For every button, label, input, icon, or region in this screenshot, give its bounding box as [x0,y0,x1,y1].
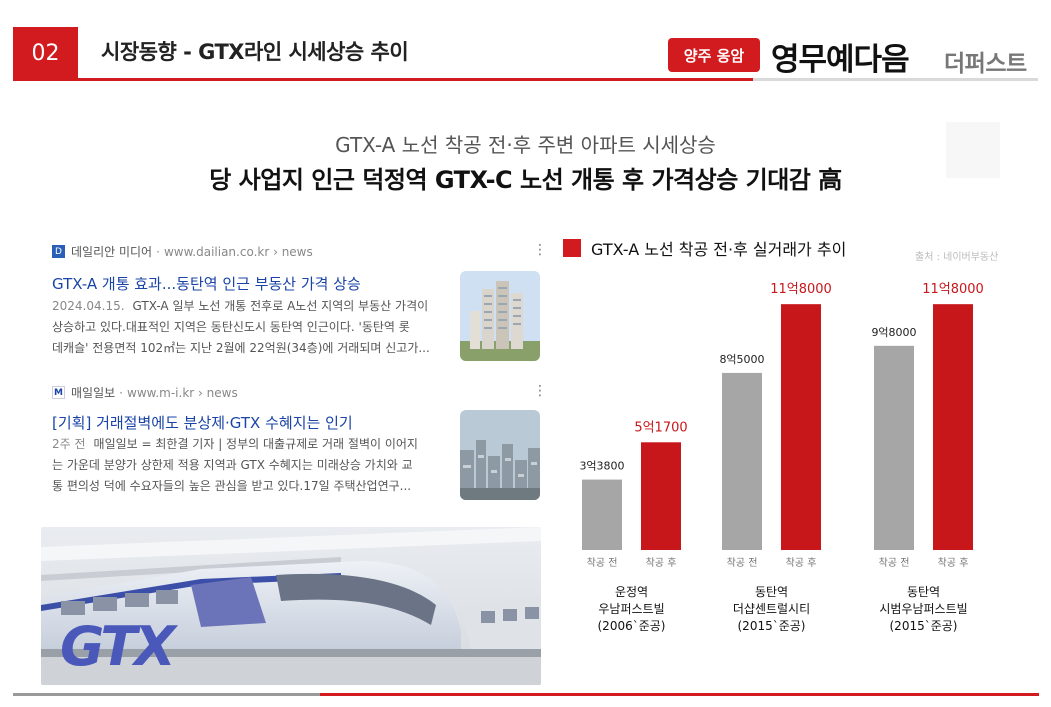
group-label-station: 동탄역 [907,585,940,599]
more-options-icon[interactable]: ⋮ [533,383,547,399]
section-title: 시장동향 - GTX라인 시세상승 추이 [101,40,409,64]
group-label-year: (2015`준공) [890,619,958,633]
news-snippet: 2주 전 매일일보 = 최한결 기자 | 정부의 대출규제로 거래 절벽이 이어지… [52,434,452,497]
source-note: 출처 : 네이버부동산 [915,252,999,263]
group-label-year: (2006`준공) [598,619,666,633]
value-label-before: 9억8000 [871,326,916,339]
snippet-line: 통 편의성 덕에 수요자들의 높은 관심을 받고 있다.17일 주택산업연구..… [52,479,412,493]
value-label-after: 11억8000 [922,282,984,297]
bar-after [933,304,973,550]
news-source: D 데일리안 미디어 · www.dailian.co.kr › news [52,243,313,260]
snippet-line: GTX-A 일부 노선 개통 전후로 A노선 지역의 부동산 가격이 [132,299,429,313]
snippet-line: 데캐슬' 전용면적 102㎡는 지난 2월에 22억원(34층)에 거래되며 신… [52,341,430,355]
news-thumbnail-apartments[interactable] [460,271,540,361]
value-label-after: 5억1700 [634,420,687,435]
bar-after [781,304,821,550]
legend-label: GTX-A 노선 착공 전·후 실거래가 추이 [591,240,847,259]
tick-label-after: 착공 후 [786,557,817,569]
group-label-station: 운정역 [615,585,648,599]
source-name: 데일리안 미디어 [71,245,153,259]
tick-label-before: 착공 전 [879,557,910,569]
snippet-line: 매일일보 = 최한결 기자 | 정부의 대출규제로 거래 절벽이 이어지 [93,437,418,451]
header-divider [13,78,1038,81]
value-label-after: 11억8000 [770,282,832,297]
tick-label-after: 착공 후 [646,557,677,569]
headline-title: 당 사업지 인근 덕정역 GTX-C 노선 개통 후 가격상승 기대감 高 [209,166,842,194]
news-source: M 매일일보 · www.m-i.kr › news [52,384,238,401]
gtx-logo: GTX [60,615,176,678]
decorative-box [946,122,1000,178]
value-label-before: 3억3800 [579,460,624,473]
bar-before [874,345,914,550]
brand-subname: 더퍼스트 [944,51,1027,77]
snippet-line: 상승하고 있다.대표적인 지역은 동탄신도시 동탄역 인근이다. '동탄역 롯 [52,320,410,334]
group-label-station: 동탄역 [755,585,788,599]
news-date: 2024.04.15. [52,299,125,313]
bar-before [582,479,622,550]
legend-swatch [563,239,581,257]
news-card[interactable]: D 데일리안 미디어 · www.dailian.co.kr › news ⋮ … [40,240,550,370]
bar-after [641,442,681,550]
footer-divider [13,693,1039,696]
tick-label-after: 착공 후 [938,557,969,569]
group-label-complex: 우남퍼스트빌 [598,602,664,616]
snippet-line: 는 가운데 분양가 상한제 적용 지역과 GTX 수혜지는 미래상승 가치와 교 [52,458,413,472]
news-title[interactable]: [기획] 거래절벽에도 분상제·GTX 수혜지는 인기 [52,414,353,432]
news-thumbnail-city[interactable] [460,410,540,500]
source-url[interactable]: www.m-i.kr › news [127,385,238,400]
tick-label-before: 착공 전 [727,557,758,569]
tick-label-before: 착공 전 [587,557,618,569]
maeil-logo-icon: M [52,386,65,399]
chart-legend: GTX-A 노선 착공 전·후 실거래가 추이 [563,236,846,260]
news-date: 2주 전 [52,437,86,451]
source-url[interactable]: www.dailian.co.kr › news [163,244,313,259]
group-label-complex: 시범우남퍼스트빌 [879,602,967,616]
news-snippet: 2024.04.15. GTX-A 일부 노선 개통 전후로 A노선 지역의 부동… [52,296,452,359]
section-number: 02 [13,27,78,80]
more-options-icon[interactable]: ⋮ [533,242,547,258]
gtx-train-image [41,527,541,685]
bar-before [722,372,762,550]
brand-name: 영무예다음 [771,42,910,78]
brand-location-tag: 양주 옹암 [668,38,760,72]
value-label-before: 8억5000 [719,353,764,366]
news-card[interactable]: M 매일일보 · www.m-i.kr › news ⋮ [기획] 거래절벽에도… [40,381,550,511]
group-label-complex: 더샵센트럴시티 [733,602,810,616]
source-name: 매일일보 [71,386,116,400]
dailian-logo-icon: D [52,245,65,258]
news-title[interactable]: GTX-A 개통 효과...동탄역 인근 부동산 가격 상승 [52,275,361,293]
headline-subtitle: GTX-A 노선 착공 전·후 주변 아파트 시세상승 [335,133,716,157]
group-label-year: (2015`준공) [738,619,806,633]
